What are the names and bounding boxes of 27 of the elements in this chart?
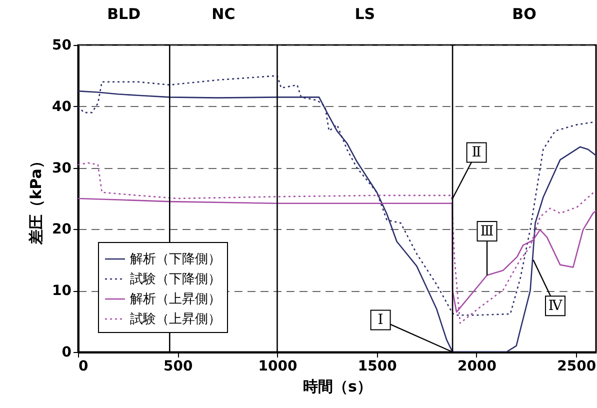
x-tick-label: 1500 <box>358 358 398 374</box>
x-tick-label: 1000 <box>258 358 298 374</box>
text: LS <box>354 5 376 23</box>
y-tick-label: 50 <box>52 38 72 54</box>
y-tick-label: 30 <box>52 160 72 176</box>
y-axis-title: 差圧（kPa） <box>27 154 46 246</box>
y-tick-label: 20 <box>52 222 72 238</box>
y-tick-label: 10 <box>52 283 72 300</box>
x-tick-label: 500 <box>164 358 193 374</box>
annotation: Ⅰ <box>378 312 384 328</box>
x-tick-label: 2000 <box>457 358 497 374</box>
text: BLD <box>107 5 141 23</box>
legend-label: 試験（下降側） <box>130 272 221 287</box>
annotation: Ⅳ <box>548 298 564 314</box>
y-tick-label: 0 <box>62 344 72 360</box>
x-tick-label: 2500 <box>557 358 596 374</box>
y-tick-label: 40 <box>52 98 72 115</box>
legend-label: 解析（下降側） <box>130 252 221 267</box>
line-series <box>78 162 596 324</box>
x-tick-label: 0 <box>78 358 88 374</box>
annotation: Ⅱ <box>472 144 482 160</box>
legend-label: 解析（上昇側） <box>130 292 221 307</box>
legend-label: 試験（上昇側） <box>130 312 221 327</box>
x-axis-title: 時間（s） <box>303 378 372 396</box>
text: NC <box>212 5 236 23</box>
text: BO <box>512 5 536 23</box>
annotation: Ⅲ <box>480 223 494 240</box>
